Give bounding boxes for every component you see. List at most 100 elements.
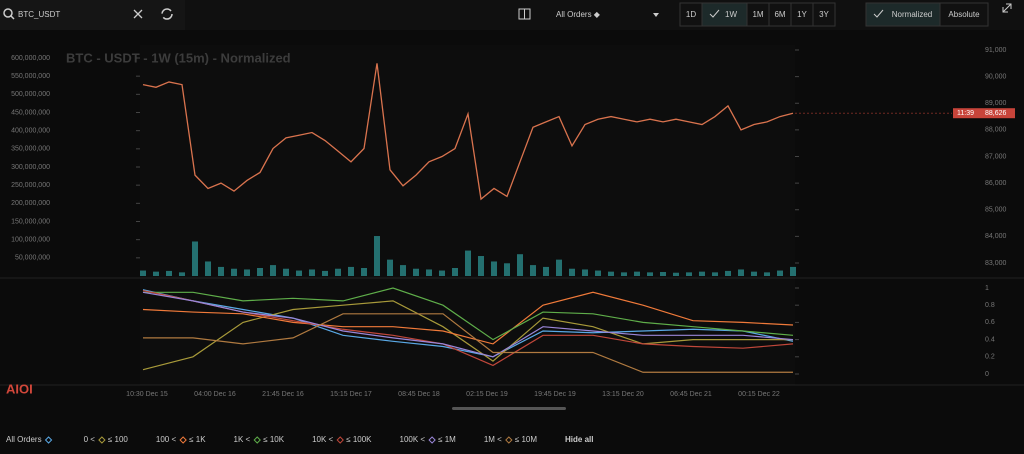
mode-tab[interactable]	[939, 2, 989, 27]
range-tab-label: 3Y	[819, 10, 829, 19]
volume-bar	[764, 272, 770, 276]
x-tick-label: 02:15 Dec 19	[466, 391, 508, 398]
legend-upper[interactable]: ≤ 100	[108, 435, 129, 444]
distribution-line	[142, 289, 794, 358]
volume-tick-label: 300,000,000	[11, 164, 50, 171]
range-tab-label: 1D	[686, 10, 696, 19]
volume-bar	[582, 269, 588, 276]
volume-bar	[348, 266, 354, 276]
x-tick-label: 10:30 Dec 15	[126, 391, 168, 398]
scrollbar[interactable]	[452, 407, 566, 410]
price-tick-label: 87,000	[985, 153, 1007, 160]
volume-bar	[335, 268, 341, 276]
legend-lower[interactable]: 100 <	[156, 435, 177, 444]
volume-tick-label: 50,000,000	[15, 255, 50, 262]
volume-bar	[309, 269, 315, 276]
volume-bar	[517, 254, 523, 276]
legend-upper[interactable]: ≤ 1M	[438, 435, 456, 444]
price-tick-label: 85,000	[985, 207, 1007, 214]
volume-bar	[660, 272, 666, 276]
volume-bar	[452, 268, 458, 276]
search-box[interactable]	[0, 0, 185, 30]
volume-bar	[491, 261, 497, 276]
distribution-tick-label: 0	[985, 371, 989, 378]
distribution-line	[142, 291, 794, 345]
range-tab-label: 6M	[774, 10, 785, 19]
price-tick-label: 89,000	[985, 100, 1007, 107]
legend-lower[interactable]: 1M <	[484, 435, 502, 444]
x-tick-label: 21:45 Dec 16	[262, 391, 304, 398]
legend-upper[interactable]: ≤ 10M	[515, 435, 538, 444]
legend-diamond	[336, 436, 344, 444]
mode-tab-label: Normalized	[892, 10, 932, 19]
refresh-button[interactable]	[161, 8, 173, 20]
legend-upper[interactable]: ≤ 1K	[189, 435, 206, 444]
expand-button[interactable]	[1002, 3, 1012, 13]
volume-tick-label: 200,000,000	[11, 200, 50, 207]
filter-dropdown[interactable]	[550, 3, 668, 26]
legend-diamond	[98, 436, 106, 444]
range-tab-label: 1M	[752, 10, 763, 19]
plot-area	[140, 45, 795, 385]
volume-bar	[361, 268, 367, 276]
distribution-line	[142, 291, 794, 358]
volume-bar	[777, 270, 783, 276]
distribution-tick-label: 1	[985, 285, 989, 292]
search-icon	[3, 8, 13, 18]
search-text: BTC_USDT	[18, 10, 60, 19]
volume-tick-label: 500,000,000	[11, 91, 50, 98]
range-tab[interactable]	[812, 2, 836, 27]
volume-tick-label: 550,000,000	[11, 73, 50, 80]
legend-label[interactable]: All Orders	[6, 435, 42, 444]
legend-lower[interactable]: 100K <	[400, 435, 426, 444]
legend-lower[interactable]: 1K <	[234, 435, 251, 444]
x-tick-label: 00:15 Dec 22	[738, 391, 780, 398]
x-tick-label: 19:45 Dec 19	[534, 391, 576, 398]
volume-bar	[374, 236, 380, 276]
legend-diamond	[253, 436, 261, 444]
price-tick-label: 84,000	[985, 233, 1007, 240]
volume-bar	[530, 265, 536, 276]
volume-bar	[556, 259, 562, 276]
volume-bar	[569, 268, 575, 276]
volume-bar	[283, 268, 289, 276]
legend-upper[interactable]: ≤ 100K	[346, 435, 372, 444]
volume-bar	[179, 272, 185, 276]
price-line	[142, 63, 794, 201]
legend-lower[interactable]: 0 <	[84, 435, 96, 444]
volume-bar	[478, 256, 484, 276]
volume-bar	[725, 270, 731, 276]
price-tick-label: 91,000	[985, 47, 1007, 54]
search-icon	[10, 15, 15, 20]
volume-bar	[387, 259, 393, 276]
x-tick-label: 04:00 Dec 16	[194, 391, 236, 398]
clear-button[interactable]	[133, 9, 143, 19]
volume-bar	[231, 268, 237, 276]
volume-bar	[205, 261, 211, 276]
volume-bar	[608, 271, 614, 276]
distribution-line	[142, 300, 793, 371]
hide-all[interactable]: Hide all	[565, 435, 593, 444]
volume-bar	[192, 241, 198, 276]
legend-diamond	[505, 436, 513, 444]
volume-bar	[465, 250, 471, 276]
logo: AIOI	[6, 381, 33, 396]
legend-upper[interactable]: ≤ 10K	[263, 435, 285, 444]
filter-text: All Orders ◆	[556, 10, 601, 19]
legend-diamond	[428, 436, 436, 444]
last-price-badge	[953, 108, 1015, 119]
price-tick-label: 88,000	[985, 127, 1007, 134]
check-icon	[873, 9, 884, 18]
volume-bar	[218, 266, 224, 276]
volume-tick-label: 600,000,000	[11, 55, 50, 62]
volume-tick-label: 100,000,000	[11, 237, 50, 244]
legend-lower[interactable]: 10K <	[312, 435, 333, 444]
chart-title: BTC - USDT - 1W (15m) - Normalized	[66, 50, 291, 65]
x-tick-label: 06:45 Dec 21	[670, 391, 712, 398]
volume-bar	[712, 272, 718, 276]
x-tick-label: 15:15 Dec 17	[330, 391, 372, 398]
distribution-line	[143, 287, 794, 341]
distribution-tick-label: 0.2	[985, 354, 995, 361]
